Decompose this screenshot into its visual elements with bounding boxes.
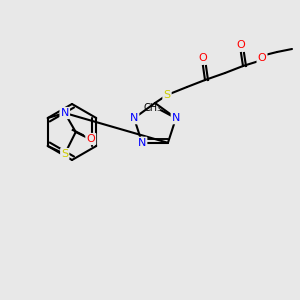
Text: O: O (199, 53, 207, 63)
Text: O: O (86, 134, 95, 144)
Text: S: S (164, 90, 171, 100)
Text: O: O (258, 53, 266, 63)
Text: CH₃: CH₃ (144, 103, 162, 113)
Text: N: N (172, 113, 180, 123)
Text: O: O (237, 40, 245, 50)
Text: N: N (61, 108, 69, 118)
Text: S: S (61, 149, 68, 159)
Text: N: N (138, 138, 146, 148)
Text: N: N (130, 113, 138, 123)
